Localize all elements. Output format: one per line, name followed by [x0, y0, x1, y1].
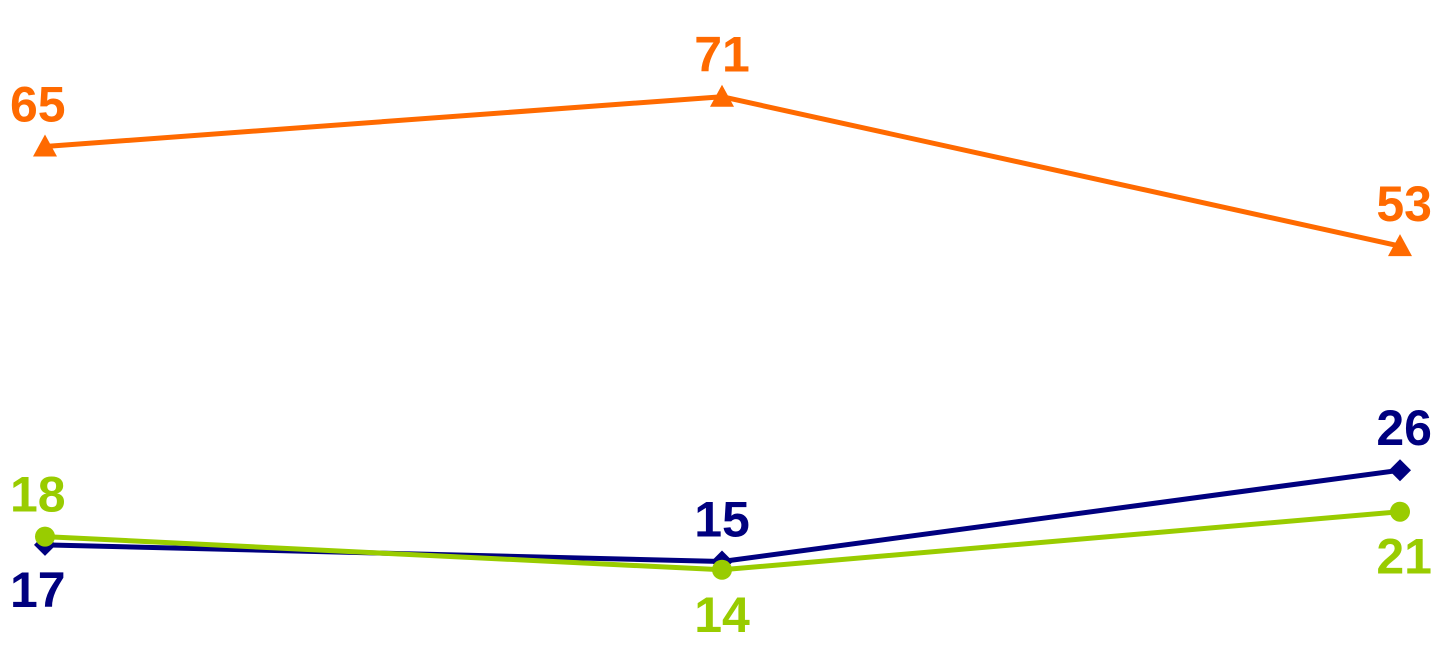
series-0-data-label-2: 53 [1376, 176, 1432, 232]
series-0-line [44, 94, 1401, 249]
series-2-data-label-2: 21 [1376, 529, 1432, 585]
series-2-data-label-1: 14 [694, 587, 750, 643]
series-0-point-1 [710, 84, 734, 107]
series-2-point-1 [712, 559, 732, 580]
series-0-point-0 [33, 134, 57, 157]
series-1-data-label-1: 15 [694, 492, 750, 548]
series-2-point-2 [1390, 501, 1410, 522]
series-1-data-label-0: 17 [10, 562, 66, 618]
series-0-point-2 [1388, 234, 1412, 257]
series-0-data-label-1: 71 [694, 27, 750, 83]
series-2-data-label-0: 18 [10, 467, 66, 523]
series-0-data-label-0: 65 [10, 77, 66, 133]
series-2-point-0 [35, 526, 55, 547]
series-1-data-label-2: 26 [1376, 400, 1432, 456]
series-1-point-2 [1389, 459, 1411, 482]
